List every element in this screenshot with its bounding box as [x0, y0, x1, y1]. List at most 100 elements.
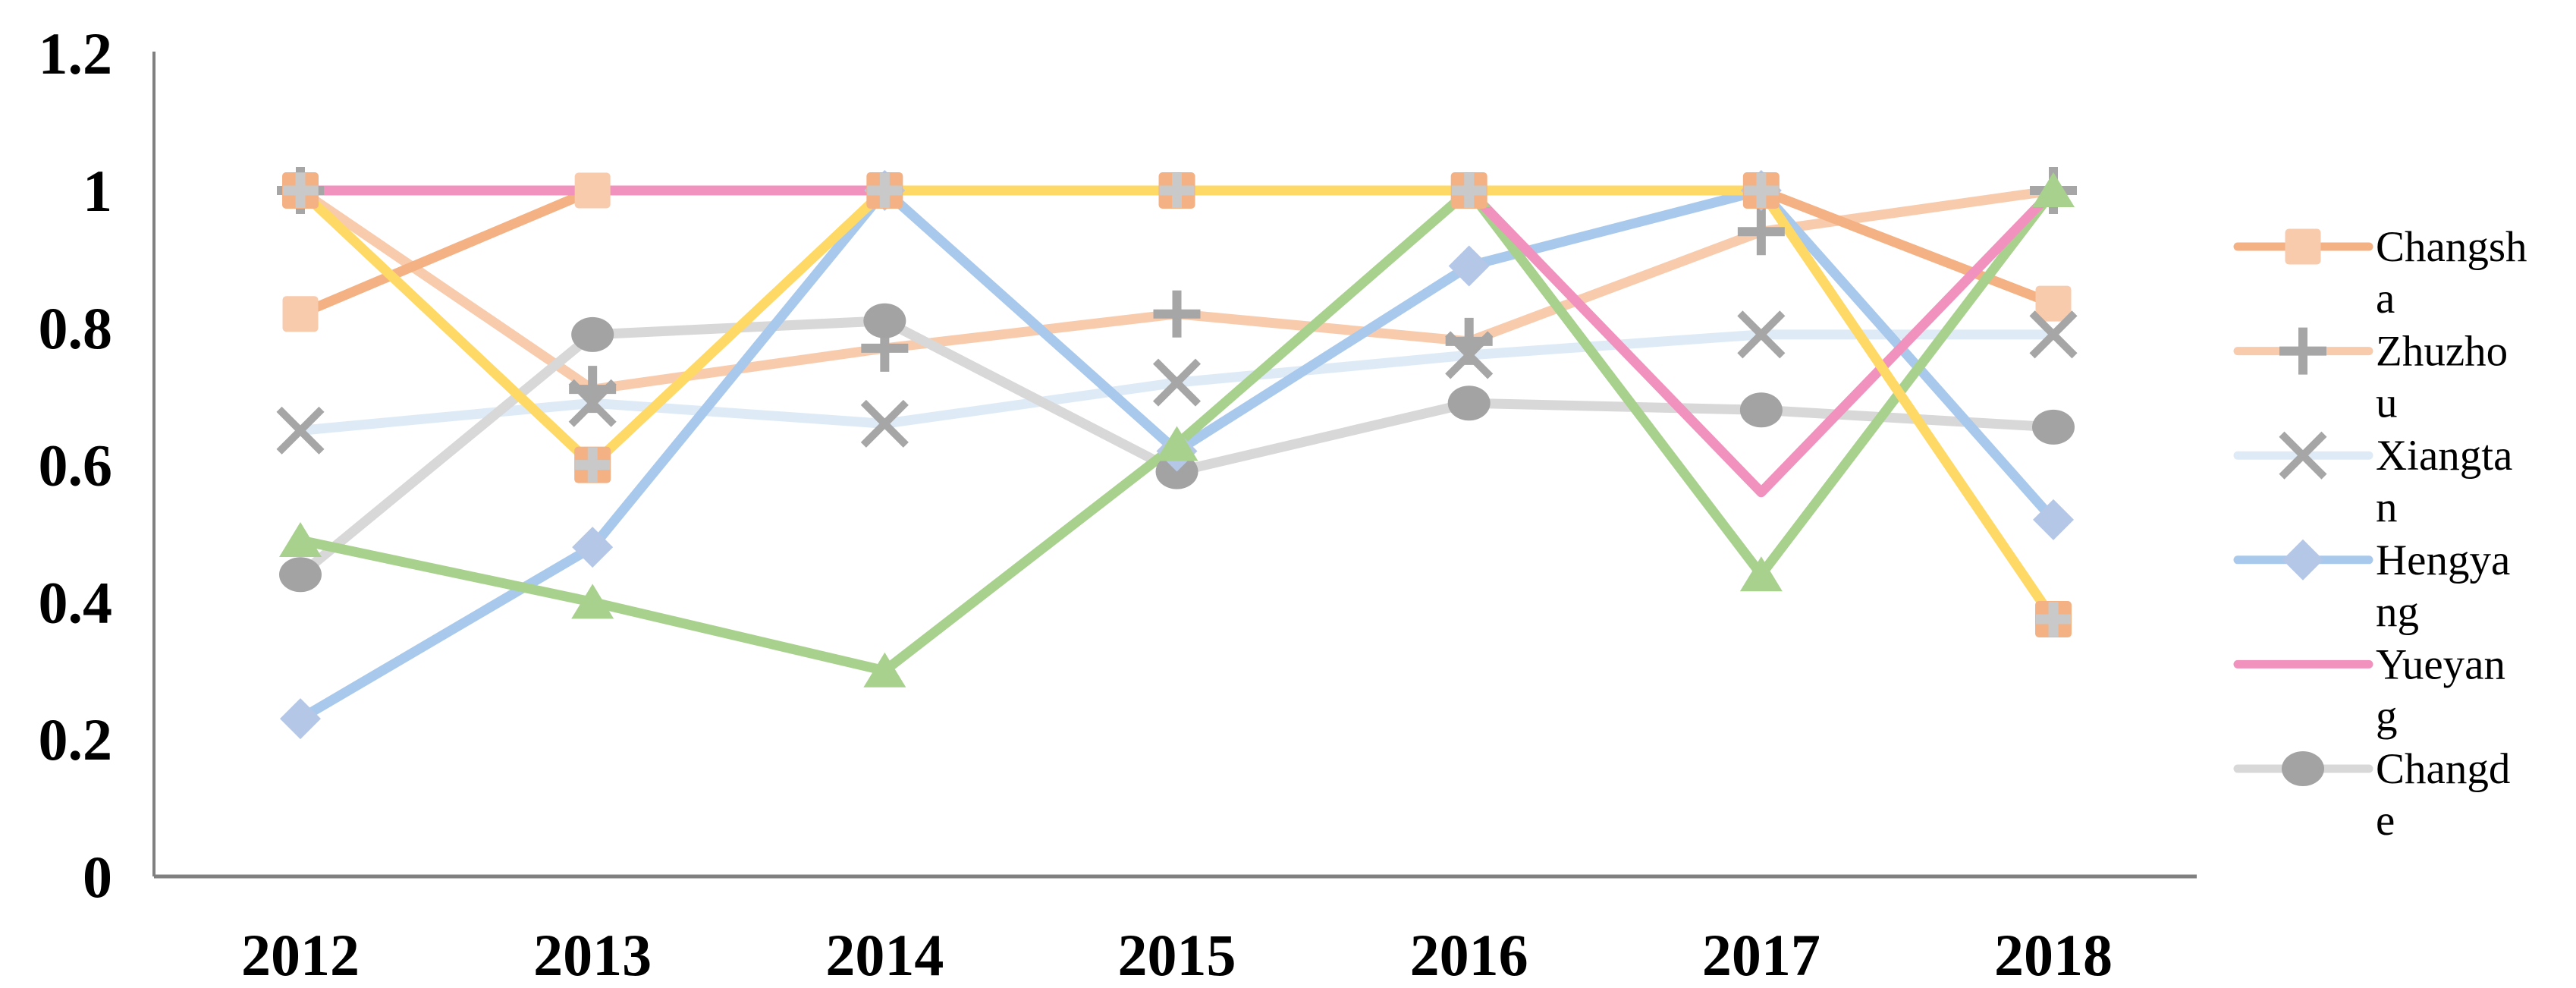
diamond-marker-icon [280, 698, 321, 740]
marker-unlabeled-green-2017 [1739, 556, 1783, 592]
marker-unlabeled-yellow-2016 [1450, 172, 1487, 209]
marker-hengyang-2013 [572, 527, 614, 568]
marker-xiangtan-2015 [1152, 358, 1202, 407]
marker-unlabeled-green-2018 [2032, 172, 2075, 207]
square-marker-icon [282, 296, 319, 332]
square-marker-icon [574, 172, 611, 209]
marker-hengyang-2012 [280, 698, 321, 740]
y-tick-label-0.8: 0.8 [39, 295, 113, 361]
triangle-marker-icon [1155, 426, 1198, 461]
circle-marker-icon [863, 303, 906, 338]
diamond-marker-icon [572, 527, 614, 568]
x-marker-icon [860, 399, 909, 448]
marker-unlabeled-yellow-2017 [1742, 172, 1780, 209]
marker-unlabeled-yellow-2013 [574, 446, 611, 483]
marker-changsha-2013 [574, 172, 611, 209]
y-tick-label-0.2: 0.2 [39, 706, 113, 772]
legend-marker-zhuzhou [2279, 327, 2326, 375]
diamond-marker-icon [1448, 245, 1490, 287]
marker-unlabeled-green-2013 [571, 584, 614, 619]
marker-zhuzhou-2017 [1737, 208, 1785, 256]
marker-changde-2012 [279, 557, 322, 593]
circle-marker-icon [1739, 392, 1783, 428]
circle-marker-icon [571, 316, 614, 352]
marker-hengyang-2018 [2033, 499, 2075, 540]
circle-marker-icon [1155, 454, 1198, 489]
legend-label-yueyang-line1: Yueyan [2376, 640, 2505, 688]
circle-marker-icon [1447, 385, 1491, 421]
circle-marker-icon [279, 557, 322, 593]
y-tick-label-0: 0 [83, 844, 112, 910]
x-marker-icon [1445, 331, 1494, 379]
marker-changde-2015 [1155, 454, 1198, 489]
legend-label-changde-line2: e [2376, 797, 2395, 845]
marker-unlabeled-yellow-2015 [1158, 172, 1195, 209]
marker-xiangtan-2017 [1737, 310, 1786, 359]
legend-label-xiangtan-line1: Xiangta [2376, 432, 2512, 480]
circle-marker-icon [2032, 409, 2075, 445]
circle-marker-icon [2282, 751, 2324, 786]
marker-zhuzhou-2015 [1153, 290, 1201, 338]
marker-changde-2013 [571, 316, 614, 352]
marker-changsha-2018 [2035, 285, 2072, 322]
marker-xiangtan-2016 [1445, 331, 1494, 379]
marker-hengyang-2016 [1448, 245, 1490, 287]
x-tick-label-2015: 2015 [1118, 922, 1236, 988]
marker-unlabeled-green-2012 [279, 522, 322, 558]
marker-unlabeled-green-2014 [863, 652, 906, 688]
marker-changde-2017 [1739, 392, 1783, 428]
x-tick-label-2013: 2013 [533, 922, 652, 988]
legend-label-hengyang-line1: Hengya [2376, 536, 2510, 584]
x-marker-icon [1152, 358, 1202, 407]
triangle-marker-icon [279, 522, 322, 558]
triangle-marker-icon [571, 584, 614, 619]
y-tick-label-0.6: 0.6 [39, 433, 113, 499]
legend-marker-changsha [2285, 228, 2321, 265]
y-tick-label-1: 1 [83, 158, 112, 224]
x-marker-icon [2029, 310, 2078, 359]
legend-label-zhuzhou-line2: u [2376, 379, 2398, 427]
diamond-marker-icon [2033, 499, 2075, 540]
legend: ChangshaZhuzhouXiangtanHengyangYueyangCh… [2233, 223, 2527, 845]
x-tick-label-2014: 2014 [825, 922, 944, 988]
square-marker-icon [2035, 285, 2072, 322]
x-marker-icon [2279, 431, 2327, 480]
diamond-marker-icon [2282, 539, 2323, 581]
x-marker-icon [568, 379, 617, 427]
y-tick-label-0.4: 0.4 [39, 569, 113, 635]
legend-marker-changde [2282, 751, 2324, 786]
marker-unlabeled-yellow-2012 [282, 172, 319, 209]
marker-xiangtan-2013 [568, 379, 617, 427]
marker-unlabeled-green-2015 [1155, 426, 1198, 461]
legend-label-changsha-line2: a [2376, 275, 2395, 323]
marker-xiangtan-2014 [860, 399, 909, 448]
x-tick-label-2016: 2016 [1410, 922, 1528, 988]
x-marker-icon [1737, 310, 1786, 359]
legend-marker-xiangtan [2279, 431, 2327, 480]
legend-label-xiangtan-line2: n [2376, 483, 2398, 531]
marker-xiangtan-2012 [276, 406, 325, 455]
x-tick-label-2018: 2018 [1994, 922, 2113, 988]
marker-changde-2016 [1447, 385, 1491, 421]
square-marker-icon [2285, 228, 2321, 265]
legend-label-changsha-line1: Changsh [2376, 223, 2527, 271]
triangle-marker-icon [863, 652, 906, 688]
marker-changde-2014 [863, 303, 906, 338]
x-marker-icon [276, 406, 325, 455]
legend-label-hengyang-line2: ng [2376, 588, 2419, 636]
marker-changsha-2012 [282, 296, 319, 332]
marker-unlabeled-yellow-2014 [866, 172, 903, 209]
marker-xiangtan-2018 [2029, 310, 2078, 359]
x-tick-label-2017: 2017 [1702, 922, 1820, 988]
y-tick-label-1.2: 1.2 [39, 20, 113, 87]
legend-label-changde-line1: Changd [2376, 745, 2510, 793]
triangle-marker-icon [1739, 556, 1783, 592]
triangle-marker-icon [2032, 172, 2075, 207]
